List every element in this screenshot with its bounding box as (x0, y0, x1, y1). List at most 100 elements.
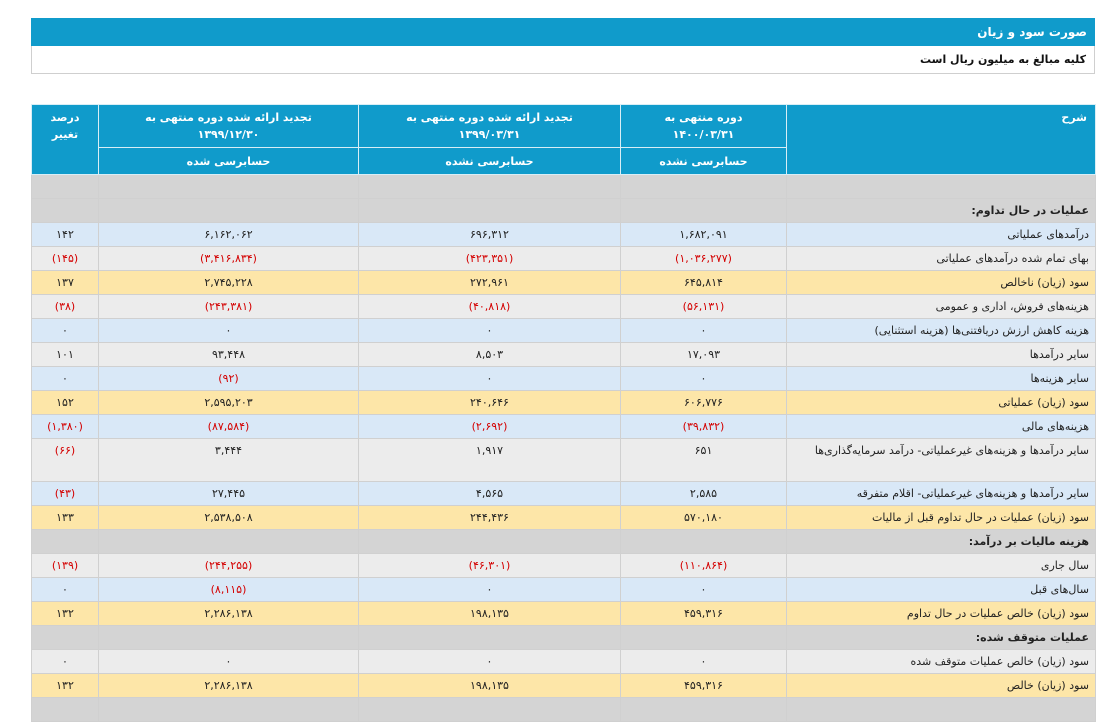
value-period-3: ۲۷,۴۴۵ (98, 481, 359, 506)
value-period-3: (۲۴۴,۲۵۵) (98, 553, 359, 578)
value-percent-change: ۰ (31, 366, 99, 391)
value-period-3: ۲,۲۸۶,۱۳۸ (98, 673, 359, 698)
row-description: هزینه کاهش ارزش دریافتنی‌ها (هزینه استثن… (786, 318, 1096, 343)
column-header-period-2-date: ۱۳۹۹/۰۳/۳۱ (458, 128, 521, 141)
column-header-period-2-title: تجدید ارائه شده دوره منتهی به (406, 111, 573, 124)
value-period-1 (620, 198, 787, 223)
value-period-3: ۰ (98, 318, 359, 343)
table-row: سود (زیان) ناخالص ۶۴۵,۸۱۴ ۲۷۲,۹۶۱ ۲,۷۴۵,۲۲۸… (31, 270, 1096, 295)
value-percent-change (31, 174, 99, 199)
value-period-3: (۹۲) (98, 366, 359, 391)
row-description: سال جاری (786, 553, 1096, 578)
table-row: سایر درآمدها ۱۷,۰۹۳ ۸,۵۰۳ ۹۳,۴۴۸ ۱۰۱ (31, 342, 1096, 367)
value-percent-change: ۱۰۱ (31, 342, 99, 367)
column-header-period-3: تجدید ارائه شده دوره منتهی به ۱۳۹۹/۱۲/۳۰ (98, 104, 359, 148)
value-period-1: ۵۷۰,۱۸۰ (620, 505, 787, 530)
row-description (786, 174, 1096, 199)
value-percent-change: ۱۳۷ (31, 270, 99, 295)
value-period-2: ۱,۹۱۷ (358, 438, 621, 482)
value-period-2 (358, 697, 621, 722)
table-row: سود (زیان) خالص عملیات در حال تداوم ۴۵۹,۳… (31, 601, 1096, 626)
value-percent-change: ۱۳۲ (31, 673, 99, 698)
row-description: سود (زیان) خالص عملیات متوقف شده (786, 649, 1096, 674)
value-percent-change: ۱۳۲ (31, 601, 99, 626)
value-period-2 (358, 174, 621, 199)
value-period-1: ۱,۶۸۲,۰۹۱ (620, 222, 787, 247)
value-period-1 (620, 697, 787, 722)
value-period-2: ۰ (358, 318, 621, 343)
value-period-2: ۰ (358, 366, 621, 391)
value-period-3: ۲,۲۸۶,۱۳۸ (98, 601, 359, 626)
row-description (786, 697, 1096, 722)
value-percent-change: (۳۸) (31, 294, 99, 319)
report-note-text: کلیه مبالغ به میلیون ریال است (919, 53, 1086, 66)
value-period-1: ۰ (620, 318, 787, 343)
value-period-2: ۱۹۸,۱۳۵ (358, 673, 621, 698)
value-period-1: ۰ (620, 366, 787, 391)
value-period-2 (358, 198, 621, 223)
row-description: هزینه‌های فروش، اداری و عمومی (786, 294, 1096, 319)
report-title-bar: صورت سود و زیان (31, 18, 1095, 46)
value-period-2: (۴۰,۸۱۸) (358, 294, 621, 319)
value-period-1 (620, 625, 787, 650)
value-percent-change: ۰ (31, 577, 99, 602)
report-note: کلیه مبالغ به میلیون ریال است (31, 46, 1095, 74)
row-description: سایر درآمدها و هزینه‌های غیرعملیاتی- اقل… (786, 481, 1096, 506)
value-period-3: ۲,۵۹۵,۲۰۳ (98, 390, 359, 415)
header-row: شرح دوره منتهی به ۱۴۰۰/۰۳/۳۱ تجدید ارائه… (31, 104, 1096, 175)
audit-status-period-3: حسابرسی شده (98, 147, 359, 175)
row-description: عملیات در حال تداوم: (786, 198, 1096, 223)
table-row: سال‌های قبل ۰ ۰ (۸,۱۱۵) ۰ (31, 577, 1096, 602)
value-period-1: ۰ (620, 649, 787, 674)
value-percent-change: ۰ (31, 649, 99, 674)
table-row: سایر درآمدها و هزینه‌های غیرعملیاتی- اقل… (31, 481, 1096, 506)
section-row (31, 697, 1096, 722)
value-period-2 (358, 529, 621, 554)
value-period-3: ۹۳,۴۴۸ (98, 342, 359, 367)
value-period-2: ۸,۵۰۳ (358, 342, 621, 367)
table-row: سال جاری (۱۱۰,۸۶۴) (۴۶,۳۰۱) (۲۴۴,۲۵۵) (۱۳۹) (31, 553, 1096, 578)
row-description: بهای تمام شده درآمدهای عملیاتی (786, 246, 1096, 271)
column-header-percent-change: درصد تغییر (31, 104, 99, 175)
value-period-1: ۶۴۵,۸۱۴ (620, 270, 787, 295)
value-period-3 (98, 198, 359, 223)
report-body: عملیات در حال تداوم: درآمدهای عملیاتی ۱,۶۸… (31, 174, 1096, 722)
value-period-2: ۰ (358, 577, 621, 602)
value-percent-change (31, 529, 99, 554)
value-period-3: (۸۷,۵۸۴) (98, 414, 359, 439)
value-period-1 (620, 529, 787, 554)
value-percent-change: (۱۳۹) (31, 553, 99, 578)
header-status-row: حسابرسی نشده حسابرسی نشده حسابرسی شده (32, 147, 1096, 175)
section-row: عملیات در حال تداوم: (31, 198, 1096, 223)
value-period-1 (620, 174, 787, 199)
column-header-description: شرح (786, 104, 1096, 175)
value-period-2: (۲,۶۹۲) (358, 414, 621, 439)
row-description: هزینه مالیات بر درآمد: (786, 529, 1096, 554)
table-row: هزینه‌های فروش، اداری و عمومی (۵۶,۱۳۱) (۴۰… (31, 294, 1096, 319)
section-row: عملیات متوقف شده: (31, 625, 1096, 650)
value-period-2: (۴۶,۳۰۱) (358, 553, 621, 578)
table-row: هزینه کاهش ارزش دریافتنی‌ها (هزینه استثن… (31, 318, 1096, 343)
value-period-1: (۵۶,۱۳۱) (620, 294, 787, 319)
row-description: هزینه‌های مالی (786, 414, 1096, 439)
report-title: صورت سود و زیان (977, 25, 1087, 39)
value-period-3 (98, 625, 359, 650)
value-percent-change: ۱۳۳ (31, 505, 99, 530)
value-percent-change: (۴۳) (31, 481, 99, 506)
value-percent-change: ۱۴۲ (31, 222, 99, 247)
audit-status-period-1: حسابرسی نشده (620, 147, 787, 175)
row-description: سود (زیان) عملیاتی (786, 390, 1096, 415)
value-percent-change (31, 625, 99, 650)
row-description: سایر هزینه‌ها (786, 366, 1096, 391)
table-row: سایر درآمدها و هزینه‌های غیرعملیاتی- درآ… (31, 438, 1096, 482)
value-percent-change (31, 697, 99, 722)
value-period-2: ۶۹۶,۳۱۲ (358, 222, 621, 247)
section-row (31, 174, 1096, 199)
row-description: سال‌های قبل (786, 577, 1096, 602)
value-period-3: ۳,۴۴۴ (98, 438, 359, 482)
value-period-2: (۴۲۳,۳۵۱) (358, 246, 621, 271)
table-row: هزینه‌های مالی (۳۹,۸۳۲) (۲,۶۹۲) (۸۷,۵۸۴) (۱,… (31, 414, 1096, 439)
table-row: سود (زیان) عملیات در حال تداوم قبل از ما… (31, 505, 1096, 530)
value-period-1: ۴۵۹,۳۱۶ (620, 601, 787, 626)
table-row: سایر هزینه‌ها ۰ ۰ (۹۲) ۰ (31, 366, 1096, 391)
